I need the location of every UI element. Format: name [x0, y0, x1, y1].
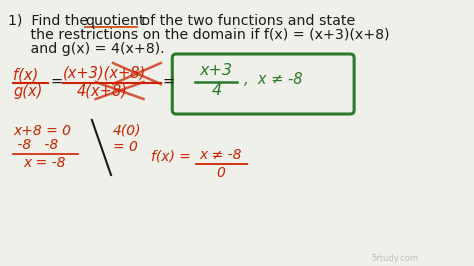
Text: 5rtudy.com: 5rtudy.com	[371, 254, 419, 263]
Text: x = -8: x = -8	[23, 156, 65, 170]
Text: and g(x) = 4(x+8).: and g(x) = 4(x+8).	[8, 42, 164, 56]
Text: x+8 = 0: x+8 = 0	[13, 124, 72, 138]
Text: 4(x+8): 4(x+8)	[77, 84, 128, 99]
Text: x+3: x+3	[200, 63, 233, 78]
Text: quotient: quotient	[85, 14, 145, 28]
Text: =: =	[51, 74, 63, 89]
Text: f(x) =: f(x) =	[151, 150, 191, 164]
Text: 0: 0	[216, 166, 225, 180]
Text: x ≠ -8: x ≠ -8	[199, 148, 242, 162]
Text: 1)  Find the: 1) Find the	[8, 14, 92, 28]
Text: g(x): g(x)	[13, 84, 43, 99]
Text: of the two functions and state: of the two functions and state	[137, 14, 355, 28]
Text: ,  x ≠ -8: , x ≠ -8	[244, 72, 302, 87]
Text: = 0: = 0	[113, 140, 138, 154]
Text: =: =	[163, 74, 175, 89]
Text: f(x): f(x)	[13, 67, 39, 82]
Text: the restrictions on the domain if f(x) = (x+3)(x+8): the restrictions on the domain if f(x) =…	[8, 28, 389, 42]
Text: (x+3)(x+8): (x+3)(x+8)	[63, 65, 146, 80]
Text: 4: 4	[211, 83, 221, 98]
Text: -8   -8: -8 -8	[13, 138, 59, 152]
Text: 4(0): 4(0)	[113, 124, 141, 138]
FancyBboxPatch shape	[172, 54, 354, 114]
